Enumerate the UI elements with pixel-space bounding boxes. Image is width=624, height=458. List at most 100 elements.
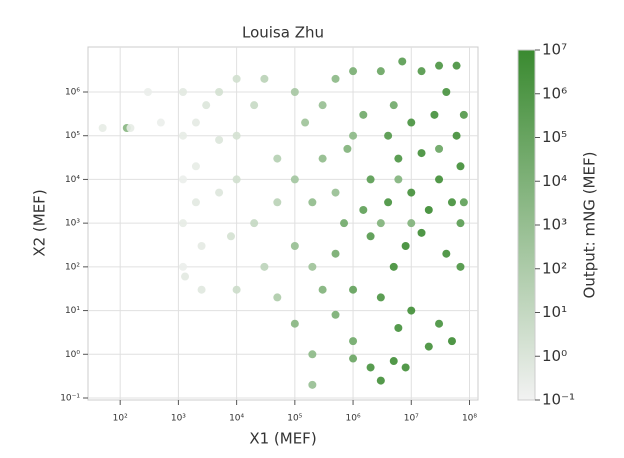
point: [308, 350, 317, 359]
colorbar-tick-label: 10⁻¹: [542, 391, 575, 409]
point: [407, 306, 416, 315]
point: [179, 87, 188, 96]
point: [389, 357, 398, 366]
colorbar-tick-label: 10²: [542, 259, 567, 277]
point: [349, 354, 358, 363]
point: [273, 198, 282, 207]
y-tick-label: 10⁵: [65, 131, 80, 141]
point: [452, 131, 461, 140]
point: [191, 162, 200, 171]
point: [401, 363, 410, 372]
y-tick-label: 10⁴: [65, 175, 80, 185]
point: [290, 87, 299, 96]
point: [435, 61, 444, 70]
point: [179, 131, 188, 140]
point: [143, 87, 152, 96]
point: [349, 131, 358, 140]
colorbar-tick-label: 10⁵: [542, 128, 567, 146]
y-tick-label: 10¹: [65, 306, 80, 316]
point: [401, 241, 410, 250]
point: [447, 198, 456, 207]
y-tick-label: 10⁻¹: [60, 393, 80, 403]
point: [308, 380, 317, 389]
point: [197, 285, 206, 294]
point: [459, 198, 468, 207]
point: [232, 131, 241, 140]
point: [250, 101, 259, 110]
point: [394, 154, 403, 163]
y-tick-label: 10⁶: [65, 87, 80, 97]
point: [197, 241, 206, 250]
point: [308, 262, 317, 271]
point: [384, 131, 393, 140]
point: [156, 118, 165, 127]
point: [456, 262, 465, 271]
point: [308, 198, 317, 207]
point: [359, 205, 368, 214]
point: [442, 249, 451, 258]
point: [340, 219, 349, 228]
x-tick-label: 10⁶: [346, 414, 361, 424]
point: [435, 144, 444, 153]
point: [435, 319, 444, 328]
point: [273, 293, 282, 302]
point: [417, 228, 426, 237]
point: [126, 124, 135, 133]
point: [407, 118, 416, 127]
point: [349, 285, 358, 294]
y-tick-label: 10²: [65, 262, 80, 272]
point: [417, 67, 426, 76]
point: [215, 135, 224, 144]
point: [260, 262, 269, 271]
point: [452, 61, 461, 70]
point: [366, 232, 375, 241]
y-axis-label: X2 (MEF): [31, 189, 49, 256]
point: [376, 293, 385, 302]
chart-title: Louisa Zhu: [242, 24, 324, 42]
point: [232, 74, 241, 83]
point: [398, 57, 407, 66]
point: [331, 74, 340, 83]
point: [232, 285, 241, 294]
point: [318, 101, 327, 110]
point: [226, 232, 235, 241]
point: [318, 154, 327, 163]
point: [179, 219, 188, 228]
x-tick-label: 10⁵: [287, 414, 302, 424]
y-tick-label: 10³: [65, 219, 80, 229]
point: [191, 118, 200, 127]
point: [459, 110, 468, 119]
point: [331, 188, 340, 197]
colorbar-tick-label: 10¹: [542, 303, 567, 321]
point: [181, 272, 190, 281]
point: [359, 110, 368, 119]
point: [424, 205, 433, 214]
point: [435, 175, 444, 184]
point: [366, 175, 375, 184]
x-tick-label: 10⁸: [462, 414, 477, 424]
point: [389, 262, 398, 271]
x-tick-label: 10⁷: [404, 414, 419, 424]
point: [376, 376, 385, 385]
point: [318, 285, 327, 294]
point: [250, 219, 259, 228]
point: [301, 118, 310, 127]
point: [260, 74, 269, 83]
point: [424, 342, 433, 351]
x-axis-label: X1 (MEF): [249, 430, 316, 448]
point: [349, 337, 358, 346]
point: [331, 249, 340, 258]
x-tick-label: 10³: [171, 414, 186, 424]
point: [447, 337, 456, 346]
colorbar-tick-label: 10⁶: [542, 84, 567, 102]
point: [273, 154, 282, 163]
colorbar-tick-label: 10⁴: [542, 172, 567, 190]
point: [407, 188, 416, 197]
colorbar-label: Output: mNG (MEF): [581, 152, 599, 299]
point: [376, 219, 385, 228]
colorbar-tick-label: 10³: [542, 216, 567, 234]
point: [430, 110, 439, 119]
point: [349, 67, 358, 76]
point: [215, 188, 224, 197]
